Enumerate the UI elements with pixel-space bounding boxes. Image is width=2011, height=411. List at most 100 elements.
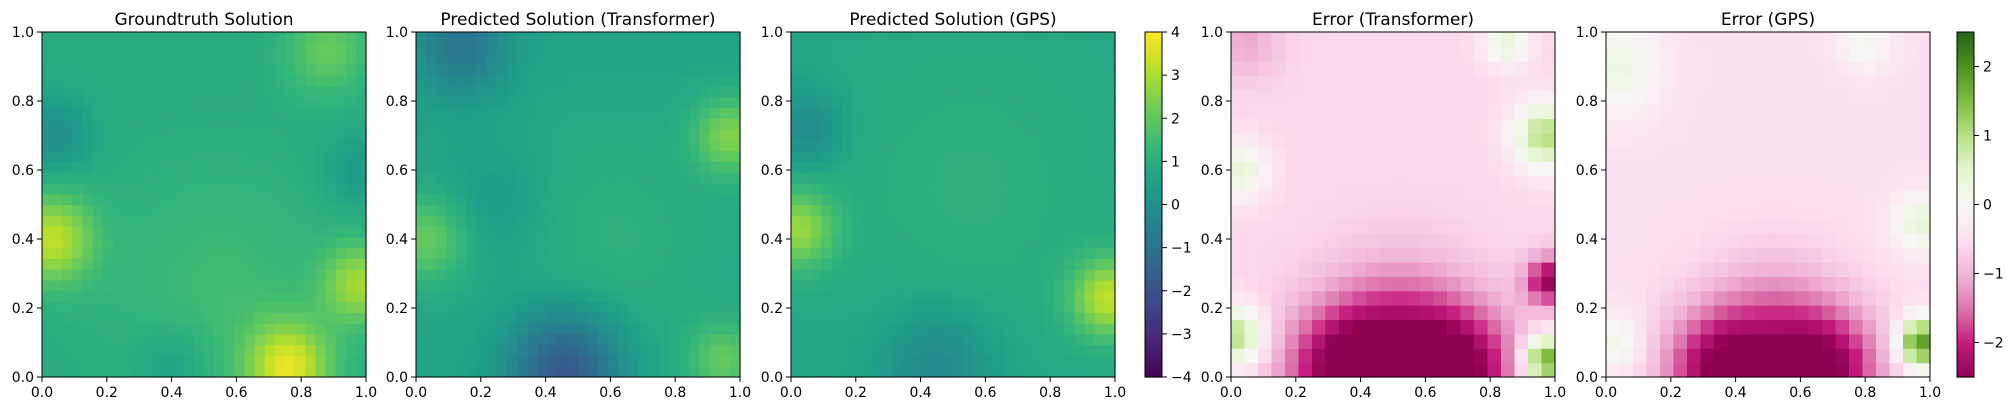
heatmap-cell [618, 344, 630, 357]
heatmap-cell [82, 161, 94, 173]
heatmap-cell [1447, 161, 1462, 177]
heatmap-cell [254, 129, 266, 141]
heatmap-cell [1646, 204, 1661, 220]
colorbar-segment [1957, 187, 1974, 191]
heatmap-cell [1862, 333, 1877, 349]
heatmap-cell [517, 75, 528, 87]
heatmap-cell [1258, 60, 1273, 76]
heatmap-cell [1285, 233, 1300, 249]
heatmap-cell [1862, 147, 1877, 162]
heatmap-cell [557, 204, 569, 216]
heatmap-cell [112, 323, 124, 335]
heatmap-cell [305, 118, 316, 130]
heatmap-cell [456, 53, 468, 65]
colorbar-segment [1957, 155, 1974, 160]
heatmap-cell [234, 290, 246, 303]
heatmap-cell [942, 150, 954, 162]
heatmap-cell [1447, 147, 1462, 162]
heatmap-cell [912, 32, 924, 44]
heatmap-cell [214, 150, 225, 162]
heatmap-cell [486, 236, 498, 249]
heatmap-cell [1034, 236, 1045, 249]
heatmap-cell [1298, 32, 1313, 47]
heatmap-cell [456, 366, 468, 378]
heatmap-cell [1889, 362, 1904, 378]
heatmap-cell [325, 312, 337, 324]
heatmap-cell [973, 32, 984, 44]
heatmap-cell [1781, 103, 1796, 119]
heatmap-cell [264, 96, 276, 109]
heatmap-cell [1406, 46, 1421, 62]
heatmap-cell [547, 85, 559, 98]
heatmap-cell [628, 182, 640, 195]
heatmap-cell [942, 53, 954, 65]
heatmap-cell [133, 344, 144, 357]
heatmap-cell [1673, 118, 1688, 134]
heatmap-cell [729, 236, 741, 249]
heatmap-cell [608, 258, 620, 270]
heatmap-cell [557, 32, 569, 44]
heatmap-cell [1298, 75, 1313, 91]
heatmap-cell [173, 269, 185, 281]
heatmap-cell [52, 312, 63, 324]
heatmap-cell [1714, 60, 1729, 76]
heatmap-cell [1433, 132, 1448, 148]
heatmap-cell [1781, 276, 1796, 292]
heatmap-cell [932, 182, 944, 195]
colorbar-segment [1957, 221, 1974, 226]
heatmap-cell [912, 312, 924, 324]
heatmap-cell [1013, 312, 1025, 324]
heatmap-cell [861, 247, 873, 260]
heatmap-cell [1366, 319, 1381, 335]
heatmap-cell [1044, 301, 1055, 313]
heatmap-cell [1741, 218, 1756, 234]
heatmap-cell [315, 312, 327, 324]
heatmap-cell [1876, 46, 1891, 62]
heatmap-cell [588, 215, 599, 227]
colorbar-segment [1145, 187, 1162, 191]
heatmap-cell [315, 53, 327, 65]
heatmap-cell [507, 215, 518, 227]
heatmap-cell [1862, 247, 1877, 263]
heatmap-cell [345, 355, 357, 367]
heatmap-cell [689, 32, 701, 44]
heatmap-cell [1808, 218, 1823, 234]
heatmap-cell [973, 333, 984, 346]
heatmap-cell [224, 312, 235, 324]
colorbar-segment [1957, 259, 1974, 263]
heatmap-cell [42, 290, 53, 303]
heatmap-cell [82, 172, 94, 184]
heatmap-cell [335, 333, 347, 346]
heatmap-cell [1781, 46, 1796, 62]
heatmap-cell [224, 161, 235, 173]
heatmap-cell [618, 118, 630, 130]
heatmap-cell [638, 247, 650, 260]
colorbar-tick-label: −3 [1171, 327, 1192, 343]
heatmap-cell [1673, 204, 1688, 220]
heatmap-cell [1447, 362, 1462, 378]
heatmap-cell [1862, 132, 1877, 148]
heatmap-cell [224, 279, 235, 292]
heatmap-cell [709, 161, 721, 173]
heatmap-cell [42, 355, 53, 367]
heatmap-cell [861, 290, 873, 303]
colorbar-segment [1145, 201, 1162, 206]
heatmap-cell [567, 139, 579, 152]
heatmap-cell [1003, 96, 1015, 109]
heatmap-cell [993, 139, 1005, 152]
heatmap-cell [1876, 75, 1891, 91]
heatmap-cell [274, 75, 286, 87]
heatmap-cell [476, 333, 488, 346]
axes-frame [415, 31, 741, 378]
heatmap-cell [993, 333, 1005, 346]
heatmap-cell [1633, 132, 1648, 148]
heatmap-cell [1013, 279, 1025, 292]
heatmap-cell [1808, 147, 1823, 162]
heatmap-cell [963, 226, 974, 238]
heatmap-cell [436, 236, 447, 249]
heatmap-cell [963, 236, 974, 249]
heatmap-cell [1646, 132, 1661, 148]
heatmap-cell [699, 139, 711, 152]
heatmap-cell [305, 312, 316, 324]
colorbar-segment [1957, 359, 1974, 364]
